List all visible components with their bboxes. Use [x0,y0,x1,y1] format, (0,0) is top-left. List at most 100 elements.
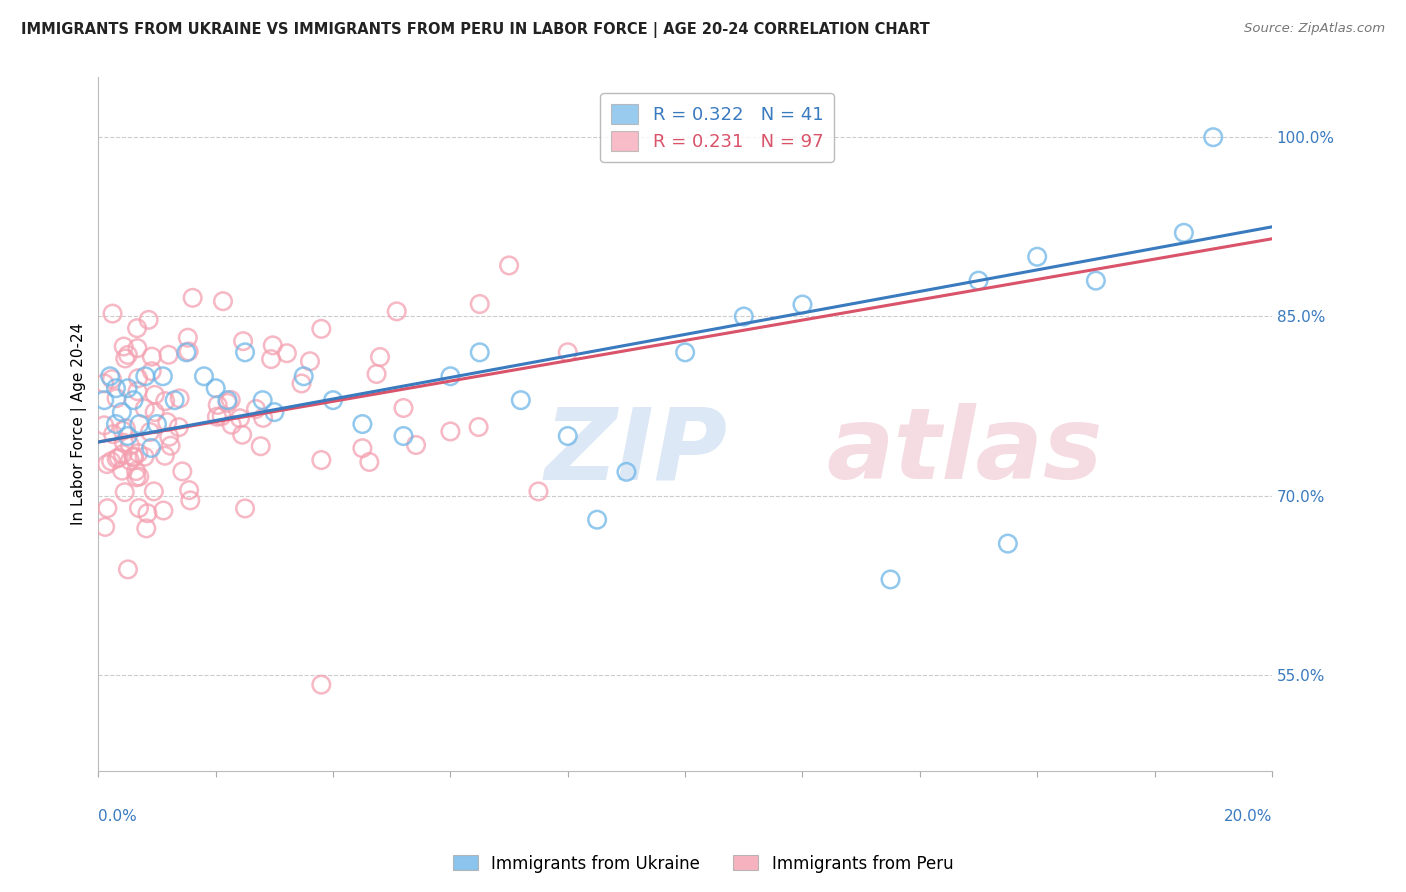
Point [879,573,901,587]
Point [586,513,609,527]
Point [112,435,135,450]
Point [143,388,166,402]
Point [177,331,200,345]
Point [127,371,149,385]
Point [252,410,274,425]
Point [298,354,321,368]
Text: IMMIGRANTS FROM UKRAINE VS IMMIGRANTS FROM PERU IN LABOR FORCE | AGE 20-24 CORRE: IMMIGRANTS FROM UKRAINE VS IMMIGRANTS FR… [21,22,929,38]
Point [233,345,256,359]
Point [616,465,638,479]
Point [1084,274,1107,288]
Point [392,429,415,443]
Point [290,376,312,391]
Point [93,418,115,433]
Point [114,485,136,500]
Point [792,297,814,311]
Point [169,392,191,406]
Point [114,421,136,435]
Point [352,441,374,455]
Point [127,321,149,335]
Point [127,341,149,355]
Legend: Immigrants from Ukraine, Immigrants from Peru: Immigrants from Ukraine, Immigrants from… [446,848,960,880]
Point [104,381,127,395]
Point [557,345,579,359]
Point [177,344,200,359]
Point [263,405,285,419]
Point [439,369,461,384]
Text: 0.0%: 0.0% [98,809,138,824]
Point [311,453,333,467]
Point [673,345,696,359]
Point [405,438,427,452]
Point [152,369,174,384]
Point [181,291,204,305]
Point [93,376,115,391]
Point [105,451,128,466]
Point [157,348,180,362]
Point [205,409,228,424]
Point [212,294,235,309]
Point [114,351,136,366]
Point [146,417,169,431]
Point [122,450,145,465]
Point [217,396,239,410]
Point [134,369,156,384]
Point [135,521,157,535]
Point [141,364,163,378]
Point [467,420,489,434]
Point [107,450,129,465]
Point [125,464,148,478]
Point [557,429,579,443]
Point [468,345,491,359]
Point [527,484,550,499]
Point [118,438,141,452]
Point [392,401,415,415]
Y-axis label: In Labor Force | Age 20-24: In Labor Force | Age 20-24 [72,323,87,525]
Point [352,417,374,431]
Point [733,310,755,324]
Point [176,345,198,359]
Point [262,338,284,352]
Point [231,427,253,442]
Point [101,307,124,321]
Point [128,417,150,431]
Point [385,304,408,318]
Point [141,350,163,364]
Point [136,506,159,520]
Point [368,350,391,364]
Point [142,484,165,499]
Point [232,334,254,348]
Point [153,449,176,463]
Point [117,562,139,576]
Point [139,425,162,439]
Point [163,393,186,408]
Point [111,447,134,461]
Point [322,393,344,408]
Point [101,427,124,442]
Point [167,420,190,434]
Point [111,405,134,419]
Point [105,391,128,405]
Point [509,393,531,408]
Point [128,469,150,483]
Point [128,501,150,516]
Point [292,369,315,384]
Point [204,381,226,395]
Point [117,429,139,443]
Point [217,393,239,408]
Point [143,405,166,419]
Point [967,274,990,288]
Point [260,352,283,367]
Point [125,470,148,484]
Point [221,417,243,432]
Point [101,372,124,386]
Point [245,402,267,417]
Legend: R = 0.322   N = 41, R = 0.231   N = 97: R = 0.322 N = 41, R = 0.231 N = 97 [600,94,834,162]
Point [498,259,520,273]
Point [138,313,160,327]
Text: ZIP: ZIP [544,403,727,500]
Point [141,441,163,455]
Point [134,450,156,464]
Point [127,384,149,399]
Point [997,536,1019,550]
